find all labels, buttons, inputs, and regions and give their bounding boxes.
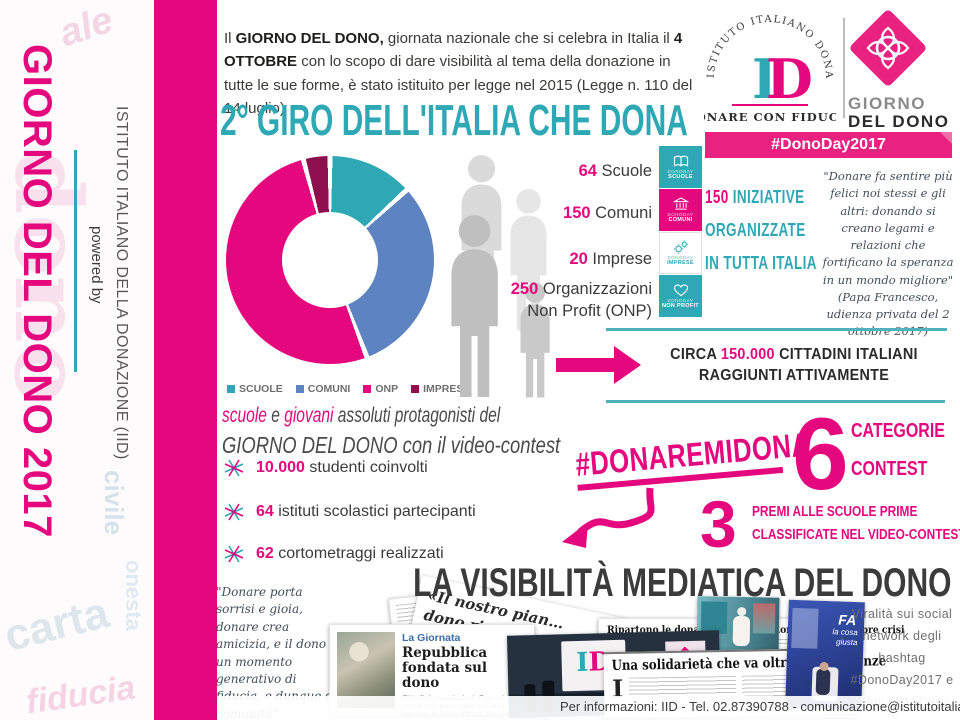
- legend-swatch: [295, 385, 304, 393]
- book-icon: [673, 155, 688, 167]
- page-title: 2° GIRO DELL'ITALIA CHE DONA: [220, 96, 688, 145]
- donut-hole: [282, 212, 378, 308]
- tv-sign: [700, 601, 728, 634]
- watermark-word: carta: [0, 588, 114, 662]
- legend-label: IMPRESE: [423, 383, 471, 395]
- chart-legend: SCUOLE COMUNI ONP IMPRESE: [227, 383, 470, 395]
- curved-arrow-icon: [562, 487, 655, 548]
- prizes-label-1: PREMI ALLE SCUOLE PRIME: [752, 504, 918, 520]
- badge-non-profit: DONODAY NON PROFIT: [659, 275, 702, 317]
- badge-imprese: DONODAY IMPRESE: [659, 232, 702, 274]
- badge-scuole: DONODAY SCUOLE: [659, 146, 702, 188]
- stat-scuole: 64 Scuole: [578, 162, 652, 180]
- donoday-hashtag-banner: #DonoDay2017: [705, 132, 952, 158]
- legend-label: COMUNI: [307, 383, 351, 395]
- stat-imprese: 20 Imprese: [569, 250, 652, 268]
- tv-screen-graphic: [752, 603, 776, 634]
- gdd-logo-line2: DEL DONO: [848, 112, 950, 131]
- footer-bar: Per informazioni: IID - Tel. 02.87390788…: [217, 696, 960, 720]
- watermark-word: ale: [54, 0, 118, 56]
- visibility-section-title: LA VISIBILITÀ MEDIATICA DEL DONO: [413, 561, 952, 605]
- intro-paragraph: Il GIORNO DEL DONO, giornata nazionale c…: [224, 30, 693, 117]
- contact-info: Per informazioni: IID - Tel. 02.87390788…: [560, 699, 960, 714]
- article-headline: Repubblica fondata sul dono: [402, 645, 488, 691]
- category-badges: DONODAY SCUOLE DONODAY COMUNI DONODAY IM…: [659, 146, 702, 318]
- logo-divider: [843, 18, 845, 118]
- stat-studenti: 10.000 studenti coinvolti: [224, 458, 428, 478]
- legend-swatch: [363, 385, 372, 393]
- prizes-label-2: CLASSIFICATE NEL VIDEO-CONTEST: [752, 527, 960, 543]
- legend-item: SCUOLE: [227, 383, 283, 395]
- pope-photo: [337, 632, 395, 708]
- knot-pattern: [866, 26, 910, 70]
- categories-count: 6: [792, 397, 849, 511]
- legend-label: SCUOLE: [239, 383, 283, 395]
- legend-swatch: [227, 385, 235, 393]
- powered-by-label: powered by: [88, 226, 105, 304]
- iid-logo: ISTITUTO ITALIANO DONAZIONE I D DONARE C…: [685, 0, 855, 128]
- svg-text:I: I: [752, 47, 777, 111]
- magenta-accent-bar: [154, 0, 217, 720]
- asterisk-icon: [224, 459, 244, 477]
- badge-small-label: DONODAY: [667, 298, 694, 303]
- stat-istituti: 64 istituti scolastici partecipanti: [224, 502, 476, 522]
- watermark-word: civile: [99, 470, 129, 536]
- divider-line: [606, 328, 947, 331]
- stat-onp: 250 Organizzazioni Non Profit (ONP): [510, 280, 652, 321]
- badge-small-label: DONODAY: [667, 212, 694, 217]
- legend-item: COMUNI: [295, 383, 351, 395]
- left-sidebar: ale dono civile carta fiducia onesta GIO…: [0, 0, 217, 720]
- categories-label-1: CATEGORIE: [851, 420, 945, 442]
- article-kicker: La Giornata: [402, 632, 461, 644]
- donut-chart: [226, 156, 434, 364]
- badge-label: IMPRESE: [667, 260, 694, 266]
- heart-icon: [673, 284, 688, 297]
- legend-label: ONP: [375, 383, 399, 395]
- categories-label-2: CONTEST: [851, 458, 928, 480]
- papa-francesco-quote: "Donare fa sentire più felici noi stessi…: [822, 169, 954, 339]
- gears-icon: [673, 240, 688, 254]
- iid-logo-graphic: ISTITUTO ITALIANO DONAZIONE I D DONARE C…: [685, 0, 855, 124]
- stat-cortometraggi: 62 cortometraggi realizzati: [224, 544, 444, 564]
- stat-comuni: 150 Comuni: [563, 204, 652, 222]
- protagonists-heading: scuole e giovani assoluti protagonisti d…: [222, 404, 561, 458]
- watermark-word: onesta: [121, 560, 146, 631]
- reach-statement: CIRCA 150.000 CITTADINI ITALIANI RAGGIUN…: [670, 346, 918, 384]
- article-headline: Una solidarietà che va oltre le emergenz…: [611, 653, 887, 675]
- asterisk-icon: [224, 503, 244, 521]
- gdd-logo-line1: GIORNO: [848, 94, 926, 113]
- badge-small-label: DONODAY: [667, 169, 694, 174]
- badge-comuni: DONODAY COMUNI: [659, 189, 702, 231]
- legend-swatch: [411, 385, 420, 393]
- event-title-vertical: GIORNO DEL DONO 2017: [15, 44, 59, 538]
- tv-person: [737, 606, 747, 617]
- legend-item: IMPRESE: [411, 383, 470, 395]
- svg-text:DONARE CON FIDUCIA: DONARE CON FIDUCIA: [704, 110, 836, 124]
- badge-label: SCUOLE: [668, 174, 693, 180]
- sidebar-divider-line: [74, 150, 77, 372]
- legend-item: ONP: [363, 383, 398, 395]
- prizes-count: 3: [700, 487, 737, 561]
- badge-small-label: DONODAY: [667, 255, 694, 260]
- giorno-del-dono-logo: GIORNO DEL DONO: [848, 8, 956, 131]
- organization-name-vertical: ISTITUTO ITALIANO DELLA DONAZIONE (IID): [113, 106, 130, 460]
- iniziative-callout: 150 INIZIATIVE ORGANIZZATE IN TUTTA ITAL…: [705, 187, 817, 273]
- watermark-word: fiducia: [23, 668, 138, 720]
- divider-line: [606, 400, 945, 403]
- bank-icon: [672, 197, 689, 210]
- badge-label: NON PROFIT: [662, 303, 699, 309]
- svg-text:D: D: [766, 47, 813, 111]
- right-arrow-icon: [556, 346, 642, 384]
- badge-label: COMUNI: [668, 217, 693, 223]
- asterisk-icon: [224, 545, 244, 563]
